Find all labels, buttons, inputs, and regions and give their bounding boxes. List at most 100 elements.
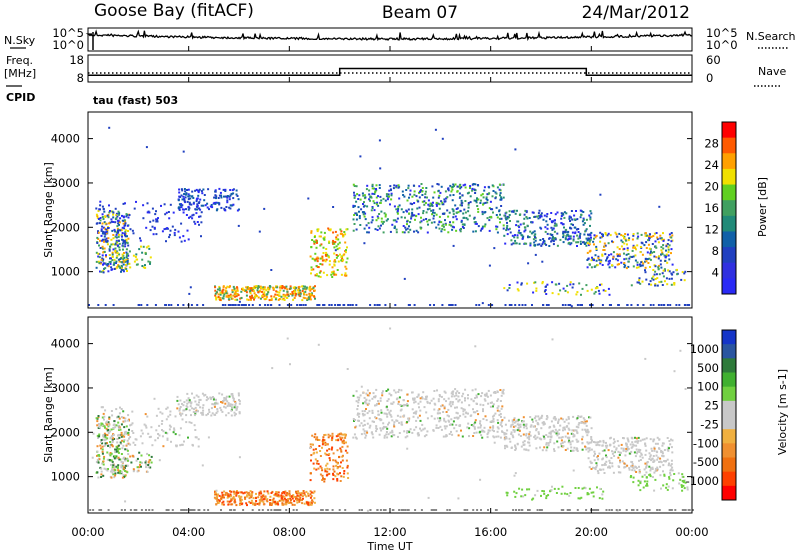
data-cell bbox=[481, 430, 484, 433]
data-cell bbox=[266, 498, 269, 501]
data-cell bbox=[648, 247, 651, 250]
data-cell bbox=[396, 209, 399, 212]
data-cell bbox=[622, 449, 625, 452]
data-cell bbox=[195, 200, 198, 203]
data-cell bbox=[593, 259, 595, 262]
data-cell bbox=[665, 483, 668, 486]
freq-panel: 18 8 60 0 bbox=[69, 53, 720, 85]
data-cell bbox=[487, 389, 490, 392]
data-cell bbox=[133, 207, 136, 210]
data-cell bbox=[481, 210, 484, 213]
data-cell bbox=[223, 405, 226, 408]
data-cell bbox=[586, 493, 589, 496]
data-cell bbox=[587, 233, 589, 236]
data-cell bbox=[130, 461, 133, 464]
data-cell bbox=[355, 212, 358, 215]
data-cell bbox=[361, 192, 364, 195]
data-cell bbox=[498, 209, 501, 212]
data-cell bbox=[368, 198, 371, 201]
data-cell bbox=[585, 430, 587, 433]
data-cell bbox=[597, 455, 599, 458]
data-cell bbox=[514, 212, 517, 215]
data-cell bbox=[358, 217, 361, 220]
data-cell bbox=[499, 413, 502, 415]
data-cell bbox=[458, 392, 461, 394]
data-cell bbox=[500, 196, 503, 199]
data-cell bbox=[510, 424, 513, 427]
data-cell bbox=[587, 457, 590, 460]
data-cell bbox=[189, 215, 192, 218]
data-cell bbox=[649, 438, 652, 441]
data-cell bbox=[322, 271, 325, 274]
data-cell bbox=[262, 503, 265, 506]
data-cell bbox=[485, 196, 488, 199]
data-cell bbox=[550, 436, 553, 439]
data-cell bbox=[430, 399, 433, 402]
data-cell bbox=[439, 425, 442, 428]
data-cell bbox=[187, 198, 190, 201]
data-cell bbox=[283, 492, 286, 494]
data-cell bbox=[114, 469, 117, 472]
data-cell bbox=[128, 428, 130, 431]
data-cell bbox=[619, 461, 622, 464]
data-cell bbox=[406, 220, 409, 223]
data-cell bbox=[233, 492, 236, 495]
data-cell bbox=[197, 395, 200, 398]
data-cell bbox=[419, 226, 422, 229]
data-cell bbox=[393, 227, 396, 229]
data-cell bbox=[662, 484, 665, 487]
data-cell bbox=[618, 253, 621, 256]
data-cell bbox=[516, 209, 518, 212]
data-cell bbox=[232, 192, 235, 195]
data-cell bbox=[96, 242, 99, 244]
data-cell bbox=[96, 454, 98, 457]
data-cell bbox=[234, 295, 236, 298]
data-cell bbox=[124, 229, 127, 232]
data-cell bbox=[522, 441, 525, 444]
data-cell bbox=[597, 255, 600, 258]
data-cell bbox=[234, 413, 237, 416]
data-cell bbox=[186, 189, 188, 191]
data-cell bbox=[669, 304, 672, 306]
data-cell bbox=[635, 452, 638, 455]
data-cell bbox=[506, 445, 509, 448]
data-cell bbox=[649, 475, 652, 478]
data-cell bbox=[371, 192, 374, 195]
data-cell bbox=[141, 442, 144, 445]
data-cell bbox=[356, 396, 359, 399]
data-cell bbox=[309, 501, 312, 504]
data-cell bbox=[99, 200, 102, 203]
data-cell bbox=[368, 392, 371, 395]
data-cell bbox=[273, 501, 276, 503]
data-cell bbox=[545, 449, 548, 452]
data-cell bbox=[632, 265, 635, 268]
data-cell bbox=[585, 218, 588, 221]
beam-title: Beam 07 bbox=[382, 3, 458, 23]
data-cell bbox=[481, 193, 484, 196]
data-cell bbox=[366, 509, 369, 512]
data-cell bbox=[132, 455, 135, 458]
data-cell bbox=[504, 242, 507, 245]
data-cell bbox=[324, 260, 327, 263]
data-cell bbox=[154, 304, 157, 306]
data-cell bbox=[412, 412, 415, 415]
data-cell bbox=[282, 503, 285, 506]
data-cell bbox=[235, 407, 238, 410]
data-cell bbox=[529, 434, 532, 437]
data-cell bbox=[373, 187, 375, 190]
data-cell bbox=[154, 213, 157, 216]
data-cell bbox=[216, 208, 219, 211]
data-cell bbox=[230, 414, 233, 417]
data-cell bbox=[645, 241, 648, 244]
data-cell bbox=[483, 426, 486, 429]
data-cell bbox=[496, 399, 499, 402]
data-cell bbox=[616, 235, 619, 238]
data-cell bbox=[335, 435, 338, 438]
data-cell bbox=[238, 208, 240, 211]
data-cell bbox=[318, 445, 321, 447]
data-cell bbox=[225, 395, 228, 398]
data-cell bbox=[511, 234, 514, 237]
data-cell bbox=[489, 394, 492, 397]
data-cell bbox=[616, 255, 619, 258]
data-cell bbox=[189, 405, 192, 408]
